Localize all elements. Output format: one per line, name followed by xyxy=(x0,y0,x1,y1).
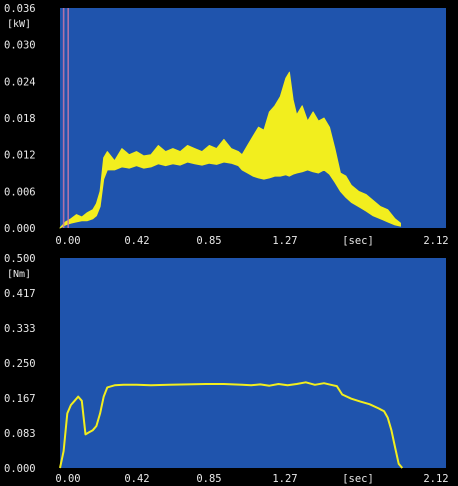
panel-1-x-tick-label: 1.27 xyxy=(272,235,297,247)
panel-2-x-tick-label: 0.42 xyxy=(124,473,149,485)
panel-1-y-tick-label: 0.018 xyxy=(4,113,36,125)
panel-2-y-tick-label: 0.500 xyxy=(4,253,36,265)
panel-1-x-tick-label: 0.00 xyxy=(55,235,80,247)
panel-2-x-tick-label: 0.00 xyxy=(55,473,80,485)
panel-1-x-tick-label: 0.42 xyxy=(124,235,149,247)
panel-2-y-tick-label: 0.333 xyxy=(4,323,36,335)
panel-2-x-tick-label: 0.85 xyxy=(196,473,221,485)
panel-2-x-tick-label: 1.27 xyxy=(272,473,297,485)
panel-2-torque-line xyxy=(59,381,404,469)
panel-1-x-unit-label: [sec] xyxy=(342,235,374,247)
panel-2-y-tick-label: 0.167 xyxy=(4,393,36,405)
panel-1-y-unit-label: [kW] xyxy=(7,19,31,30)
panel-1-plot-area xyxy=(60,8,446,228)
panel-2-plot-area xyxy=(60,258,446,468)
panel-1-x-tick-label: 2.12 xyxy=(423,235,448,247)
panel-1-power-band xyxy=(59,71,401,229)
panel-1-y-tick-label: 0.006 xyxy=(4,186,36,198)
panel-2-y-tick-label: 0.250 xyxy=(4,358,36,370)
panel-1-x-tick-label: 0.85 xyxy=(196,235,221,247)
panel-2-y-tick-label: 0.417 xyxy=(4,288,36,300)
panel-2-y-tick-label: 0.083 xyxy=(4,428,36,440)
panel-1-y-tick-label: 0.030 xyxy=(4,40,36,52)
panel-2-y-unit-label: [Nm] xyxy=(7,269,31,280)
panel-2-x-tick-label: 2.12 xyxy=(423,473,448,485)
panel-1-y-tick-label: 0.024 xyxy=(4,76,36,88)
panel-1-y-tick-label: 0.012 xyxy=(4,150,36,162)
panel-1-y-tick-label: 0.000 xyxy=(4,223,36,235)
panel-1-y-tick-label: 0.036 xyxy=(4,3,36,15)
panel-2-y-tick-label: 0.000 xyxy=(4,463,36,475)
panel-2-x-unit-label: [sec] xyxy=(342,473,374,485)
